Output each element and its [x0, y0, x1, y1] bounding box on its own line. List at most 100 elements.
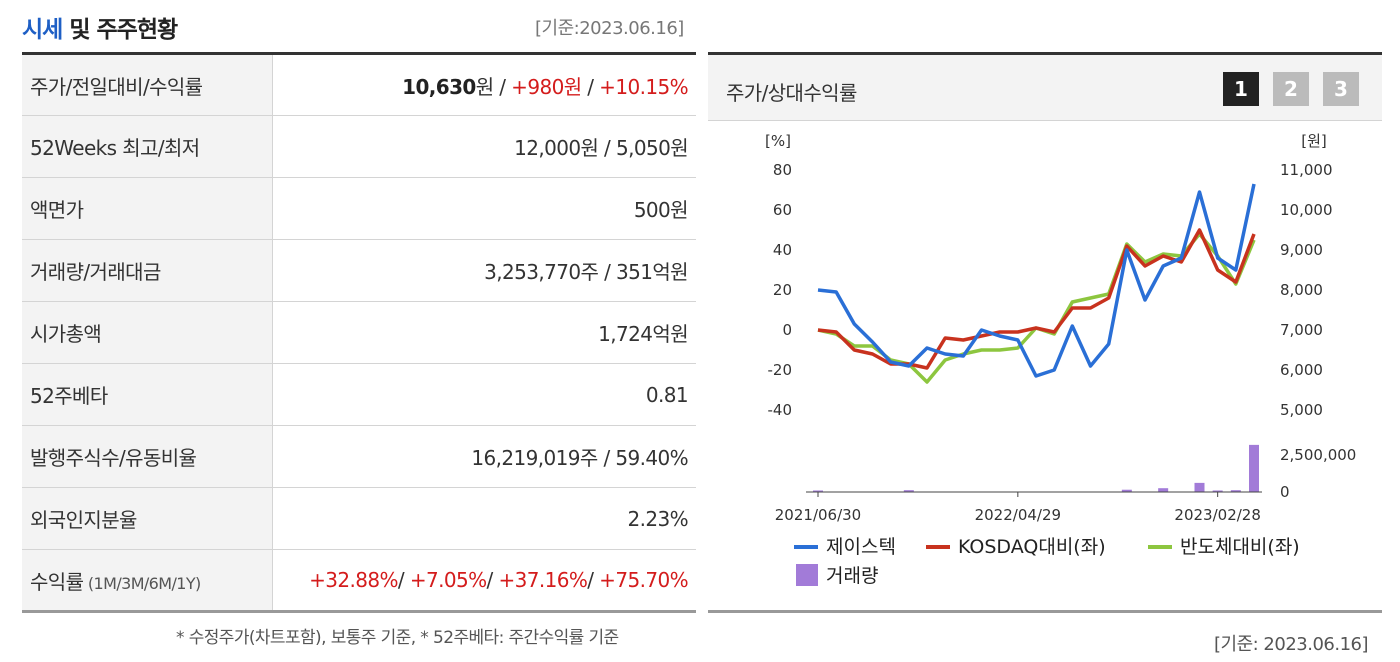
info-row: 52Weeks 최고/최저 12,000원 / 5,050원 — [22, 115, 696, 178]
info-value-part: +980원 — [511, 74, 582, 99]
x-tick-label: 2023/02/28 — [1174, 506, 1260, 524]
info-value-part: 1,724억원 — [598, 322, 688, 346]
info-value: 16,219,019주 / 59.40% — [272, 425, 696, 488]
volume-bar — [1230, 490, 1241, 492]
volume-bar — [1121, 489, 1132, 492]
page-title: 시세 및 주주현황 — [22, 10, 178, 44]
info-value-part: +32.88% — [309, 568, 398, 592]
volume-tick-label: 0 — [1280, 483, 1290, 501]
info-value: 12,000원 / 5,050원 — [272, 115, 696, 178]
info-value: 500원 — [272, 177, 696, 240]
left-tick-label: -40 — [768, 401, 793, 419]
title-highlight: 시세 — [22, 17, 63, 43]
right-axis-unit: [원] — [1301, 132, 1327, 150]
info-value-part: 2.23% — [627, 506, 688, 531]
info-value-part: +37.16% — [498, 568, 588, 592]
info-label: 수익률 (1M/3M/6M/1Y) — [22, 549, 273, 612]
info-value: 0.81 — [272, 363, 696, 426]
footnote: * 수정주가(차트포함), 보통주 기준, * 52주베타: 주간수익률 기준 — [176, 628, 619, 648]
chart-header: 주가/상대수익률 1 2 3 — [708, 55, 1382, 121]
left-tick-label: 80 — [773, 161, 792, 179]
info-row: 수익률 (1M/3M/6M/1Y) +32.88%/ +7.05%/ +37.16… — [22, 549, 696, 612]
info-value-part: 12,000원 / 5,050원 — [514, 136, 688, 160]
volume-bar — [1158, 488, 1169, 492]
info-label-text: 거래량/거래대금 — [30, 260, 161, 284]
info-row: 52주베타 0.81 — [22, 363, 696, 426]
info-value-part: / — [587, 568, 600, 592]
info-label-text: 액면가 — [30, 198, 84, 222]
title-rest: 및 주주현황 — [62, 17, 178, 43]
info-label: 시가총액 — [22, 301, 273, 364]
info-row: 외국인지분율 2.23% — [22, 487, 696, 550]
info-label: 52주베타 — [22, 363, 273, 426]
left-axis-unit: [%] — [765, 132, 791, 150]
info-value-part: +10.15% — [599, 74, 688, 99]
volume-bar — [1194, 482, 1205, 492]
info-label: 외국인지분율 — [22, 487, 273, 550]
legend-label: 반도체대비(좌) — [1180, 536, 1300, 558]
stock-info-table: 주가/전일대비/수익률 10,630원 / +980원 / +10.15% 52We… — [22, 52, 696, 613]
volume-bar — [813, 490, 823, 492]
chart-panel: 주가/상대수익률 1 2 3 — [708, 52, 1382, 613]
info-label-text: 52Weeks 최고/최저 — [30, 136, 200, 160]
chart-tab-1[interactable]: 1 — [1223, 72, 1259, 106]
info-label-text: 수익률 — [30, 569, 84, 594]
info-label-sub: (1M/3M/6M/1Y) — [83, 573, 201, 593]
info-label: 액면가 — [22, 177, 273, 240]
series-line-0 — [817, 183, 1256, 378]
info-value-part: 10,630 — [402, 74, 476, 99]
info-row: 주가/전일대비/수익률 10,630원 / +980원 / +10.15% — [22, 53, 696, 116]
info-value-part: +7.05% — [409, 568, 487, 592]
left-tick-label: 0 — [782, 321, 792, 339]
info-label-text: 외국인지분율 — [30, 508, 137, 532]
info-value: 10,630원 / +980원 / +10.15% — [272, 53, 696, 116]
chart-base-date: [기준: 2023.06.16] — [1214, 634, 1369, 655]
right-tick-label: 11,000 — [1280, 161, 1333, 179]
volume-bar — [903, 490, 914, 492]
info-label: 52Weeks 최고/최저 — [22, 115, 273, 178]
base-date: [기준:2023.06.16] — [535, 18, 684, 39]
left-tick-label: -20 — [768, 361, 793, 379]
right-tick-label: 8,000 — [1280, 281, 1323, 299]
info-value-part: 16,219,019주 / 59.40% — [471, 446, 688, 470]
right-tick-label: 10,000 — [1280, 201, 1333, 219]
legend-swatch-volume — [796, 564, 818, 586]
info-value: 3,253,770주 / 351억원 — [272, 239, 696, 302]
price-return-chart: [%] [원] 80 60 40 20 0 -20 -40 11,000 10,000 9,000 8,… — [765, 132, 1356, 587]
x-tick-label: 2022/04/29 — [975, 506, 1061, 524]
info-row: 액면가 500원 — [22, 177, 696, 240]
legend-label: 거래량 — [826, 565, 878, 587]
info-row: 거래량/거래대금 3,253,770주 / 351억원 — [22, 239, 696, 302]
volume-bar — [1249, 444, 1259, 492]
volume-bar — [1212, 490, 1223, 492]
info-label-text: 시가총액 — [30, 322, 102, 346]
info-value-part: / — [486, 568, 499, 592]
info-label: 거래량/거래대금 — [22, 239, 273, 302]
right-tick-label: 6,000 — [1280, 361, 1323, 379]
info-label: 주가/전일대비/수익률 — [22, 53, 273, 116]
info-value-part: 500원 — [633, 198, 689, 222]
info-value-part: +75.70% — [599, 568, 688, 592]
chart-title: 주가/상대수익률 — [726, 81, 857, 105]
chart-tab-2[interactable]: 2 — [1273, 72, 1309, 106]
legend-label: KOSDAQ대비(좌) — [958, 536, 1106, 558]
right-tick-label: 5,000 — [1280, 401, 1323, 419]
info-label-text: 발행주식수/유동비율 — [30, 446, 197, 470]
volume-tick-label: 2,500,000 — [1280, 446, 1356, 464]
series-line-1 — [817, 228, 1256, 370]
x-tick-label: 2021/06/30 — [775, 506, 861, 524]
info-row: 발행주식수/유동비율 16,219,019주 / 59.40% — [22, 425, 696, 488]
info-label: 발행주식수/유동비율 — [22, 425, 273, 488]
info-value-part: 0.81 — [645, 382, 689, 407]
info-value-part: / — [581, 74, 600, 99]
right-tick-label: 7,000 — [1280, 321, 1323, 339]
left-tick-label: 40 — [773, 241, 792, 259]
chart-tab-3[interactable]: 3 — [1323, 72, 1359, 106]
info-value: 1,724억원 — [272, 301, 696, 364]
right-tick-label: 9,000 — [1280, 241, 1323, 259]
info-value: 2.23% — [272, 487, 696, 550]
legend-label: 제이스텍 — [826, 536, 896, 558]
info-row: 시가총액 1,724억원 — [22, 301, 696, 364]
info-value-part: 원 / — [475, 74, 512, 99]
info-value-part: / — [397, 568, 410, 592]
